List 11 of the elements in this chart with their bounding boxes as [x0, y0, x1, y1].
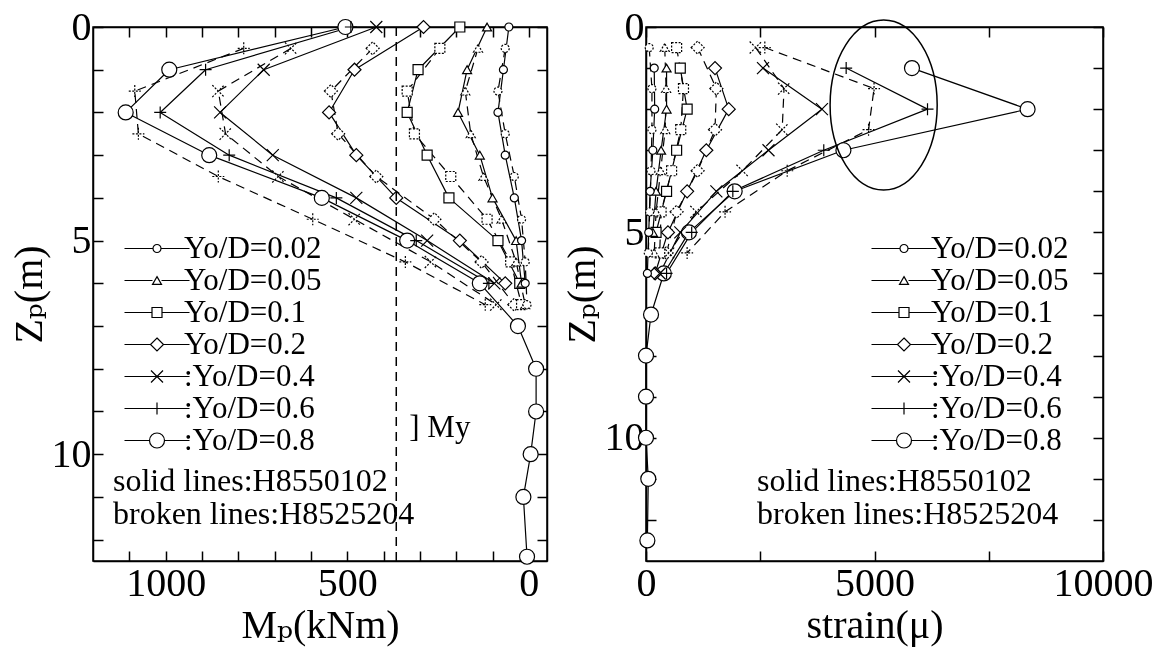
y-tick-label: 5 [71, 217, 92, 263]
y-tick-label: 0 [624, 3, 645, 49]
y-tick-label: 5 [624, 208, 645, 254]
y-tick-label: 10 [51, 430, 92, 476]
ref-line-label: ] My [409, 408, 471, 444]
y-tick-label: 0 [71, 3, 92, 49]
y-axis-title: Zₚ(m) [5, 245, 51, 344]
x-tick-label: 0 [519, 559, 540, 605]
y-axis-title: Zₚ(m) [558, 245, 604, 344]
x-tick-label: 1000 [126, 559, 207, 605]
x-tick-label: 10000 [1053, 559, 1154, 605]
